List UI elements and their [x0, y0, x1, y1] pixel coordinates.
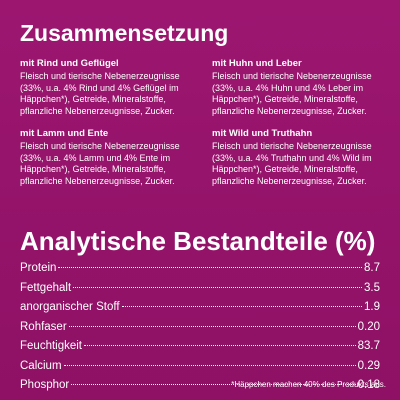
- nutrient-value: 0.29: [357, 359, 380, 372]
- nutrient-name: Fettgehalt: [20, 281, 72, 294]
- section: mit Wild und Truthahn Fleisch und tierisc…: [212, 128, 390, 187]
- nutrient-value: 3.5: [364, 281, 380, 294]
- section-text: Fleisch und tierische Nebenerzeugnisse (…: [20, 71, 180, 116]
- leader-dots: [84, 345, 356, 346]
- section-heading: mit Wild und Truthahn: [212, 128, 313, 139]
- table-row: Calcium 0.29: [20, 360, 380, 380]
- nutrient-value: 0.18: [357, 379, 380, 391]
- nutrient-value: 8.7: [364, 262, 380, 274]
- section-text: Fleisch und tierische Nebenerzeugnisse (…: [212, 141, 372, 186]
- section-heading: mit Huhn und Leber: [212, 58, 302, 69]
- section-text: Fleisch und tierische Nebenerzeugnisse (…: [212, 71, 372, 116]
- section-heading: mit Rind und Geflügel: [20, 58, 119, 69]
- nutrient-value: 0.20: [357, 320, 380, 333]
- table-row: Feuchtigkeit 83.7: [20, 340, 380, 360]
- sections: mit Rind und Geflügel Fleisch und tierisc…: [20, 58, 390, 187]
- leader-dots: [73, 286, 362, 288]
- composition-title: Zusammensetzung: [20, 20, 229, 46]
- nutrient-value: 83.7: [357, 340, 380, 352]
- nutrient-name: Rohfaser: [20, 320, 67, 333]
- leader-dots: [63, 364, 356, 366]
- section: mit Rind und Geflügel Fleisch und tierisc…: [20, 58, 212, 117]
- table-row: Fettgehalt 3.5: [20, 282, 380, 302]
- section: mit Lamm und Ente Fleisch und tierische N…: [20, 128, 212, 187]
- table-row: Protein 8.7: [20, 262, 380, 282]
- nutrient-name: Feuchtigkeit: [20, 340, 83, 352]
- leader-dots: [71, 384, 356, 385]
- nutrient-name: anorganischer Stoff: [20, 301, 120, 313]
- leader-dots: [68, 325, 356, 327]
- section-heading: mit Lamm und Ente: [20, 128, 109, 139]
- leader-dots: [121, 306, 362, 307]
- section-text: Fleisch und tierische Nebenerzeugnisse (…: [20, 141, 180, 186]
- nutrient-name: Phosphor: [20, 379, 70, 391]
- nutrient-value: 1.9: [364, 301, 380, 313]
- table-row: Phosphor 0.18: [20, 379, 380, 399]
- analysis-table: Protein 8.7 Fettgehalt 3.5 anorganischer Sto…: [20, 262, 380, 399]
- section: mit Huhn und Leber Fleisch und tierische …: [212, 58, 390, 117]
- analysis-title: Analytische Bestandteile (%): [20, 226, 376, 256]
- table-row: anorganischer Stoff 1.9: [20, 301, 380, 321]
- footnote: *Häppchen machen 40% des Produkts aus.: [231, 380, 386, 389]
- table-row: Rohfaser 0.20: [20, 321, 380, 341]
- nutrient-name: Protein: [20, 262, 57, 274]
- leader-dots: [58, 267, 362, 268]
- nutrient-name: Calcium: [20, 359, 62, 372]
